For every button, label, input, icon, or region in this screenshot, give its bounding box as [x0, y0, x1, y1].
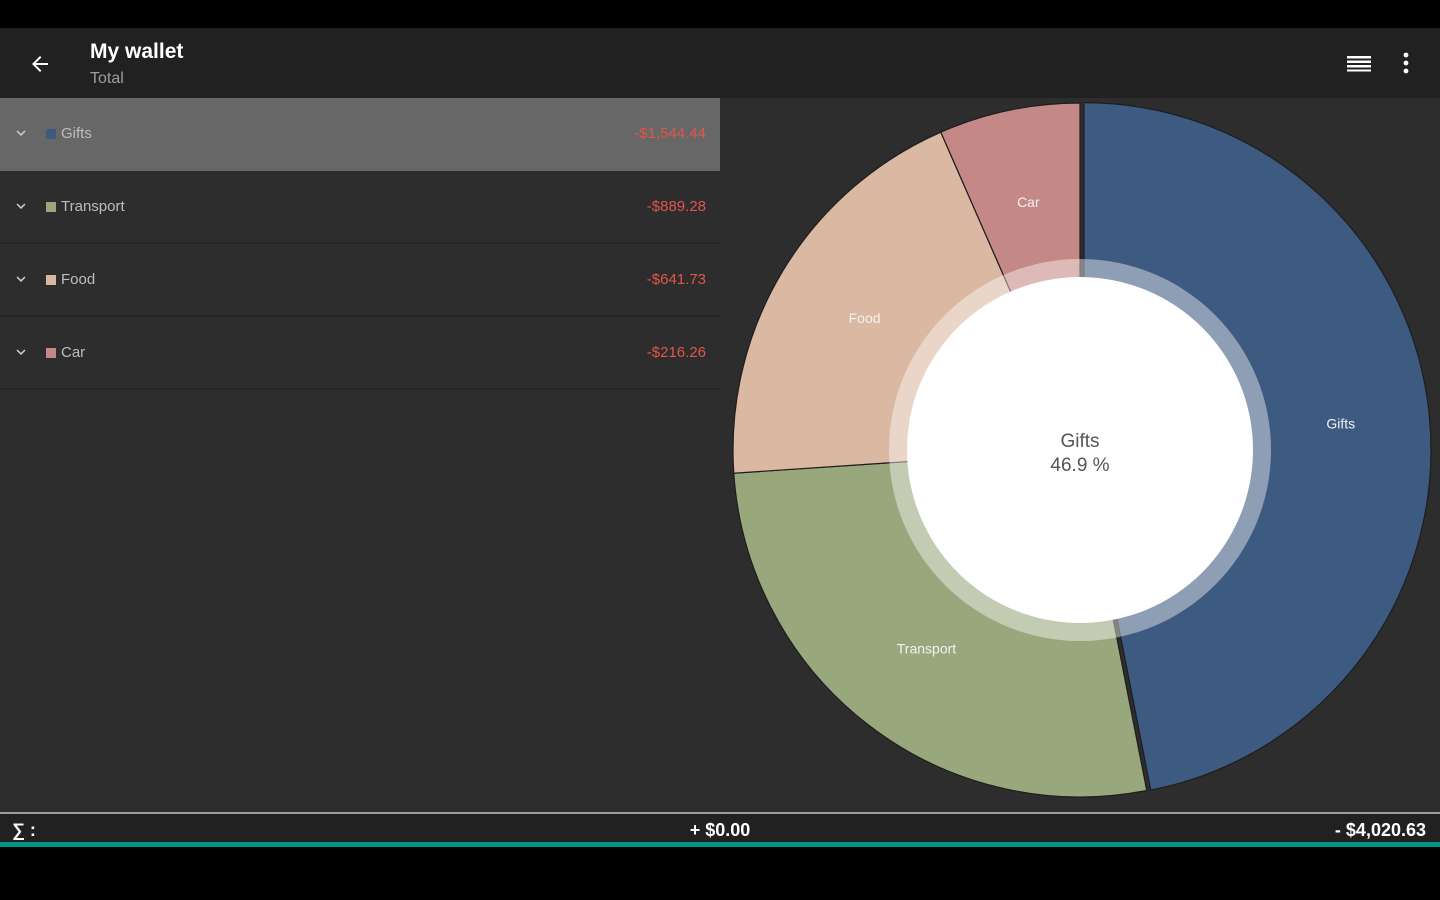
- category-label: Transport: [61, 198, 125, 215]
- pie-slice-label-car: Car: [1017, 194, 1040, 210]
- totals-bar: ∑ : + $0.00 - $4,020.63: [0, 812, 1440, 846]
- list-view-icon: [1347, 56, 1371, 72]
- back-button[interactable]: [16, 40, 64, 88]
- chevron-down-icon[interactable]: [12, 270, 30, 288]
- category-label: Car: [61, 344, 86, 361]
- category-row-transport[interactable]: Transport -$889.28: [0, 171, 720, 244]
- arrow-left-icon: [32, 56, 48, 72]
- page-subtitle: Total: [90, 70, 124, 87]
- pie-slice-label-transport: Transport: [897, 641, 957, 657]
- category-color-swatch: [46, 202, 56, 212]
- chevron-down-icon[interactable]: [12, 343, 30, 361]
- category-amount: -$641.73: [646, 271, 706, 288]
- expense-total: - $4,020.63: [1334, 820, 1426, 840]
- donut-hole: [907, 277, 1253, 623]
- category-color-swatch: [46, 348, 56, 358]
- category-list: Gifts -$1,544.44 Transport -$889.28 Food…: [0, 98, 720, 390]
- navigation-bar: [0, 847, 1440, 900]
- center-label: Gifts: [1060, 431, 1099, 452]
- category-amount: -$216.26: [646, 344, 706, 361]
- category-amount: -$889.28: [646, 198, 706, 215]
- status-bar: [0, 0, 1440, 28]
- category-row-gifts[interactable]: Gifts -$1,544.44: [0, 98, 720, 171]
- more-options-button[interactable]: [1386, 40, 1426, 86]
- app-bar: My wallet Total: [0, 28, 1440, 98]
- list-view-button[interactable]: [1336, 40, 1382, 86]
- content-area: Gifts -$1,544.44 Transport -$889.28 Food…: [0, 98, 1440, 812]
- page-title: My wallet: [90, 40, 184, 63]
- category-label: Food: [61, 271, 96, 288]
- accent-divider: [0, 842, 1440, 847]
- more-vert-icon: [1403, 52, 1409, 74]
- pie-slice-gifts[interactable]: [1083, 102, 1432, 791]
- category-row-car[interactable]: Car -$216.26: [0, 317, 720, 390]
- pie-chart-panel: Gifts Transport Food Car Gifts 46.9 %: [720, 98, 1440, 812]
- category-amount: -$1,544.44: [634, 125, 706, 142]
- donut-chart[interactable]: Gifts Transport Food Car Gifts 46.9 %: [720, 98, 1440, 812]
- chevron-down-icon[interactable]: [12, 197, 30, 215]
- income-total: + $0.00: [689, 820, 751, 840]
- sum-symbol: ∑ :: [12, 820, 36, 840]
- category-label: Gifts: [61, 125, 92, 142]
- category-color-swatch: [46, 275, 56, 285]
- category-color-swatch: [46, 129, 56, 139]
- pie-slice-label-gifts: Gifts: [1326, 415, 1355, 431]
- pie-slice-label-food: Food: [849, 310, 881, 326]
- center-percentage: 46.9 %: [1050, 455, 1109, 476]
- category-row-food[interactable]: Food -$641.73: [0, 244, 720, 317]
- chevron-down-icon[interactable]: [12, 124, 30, 142]
